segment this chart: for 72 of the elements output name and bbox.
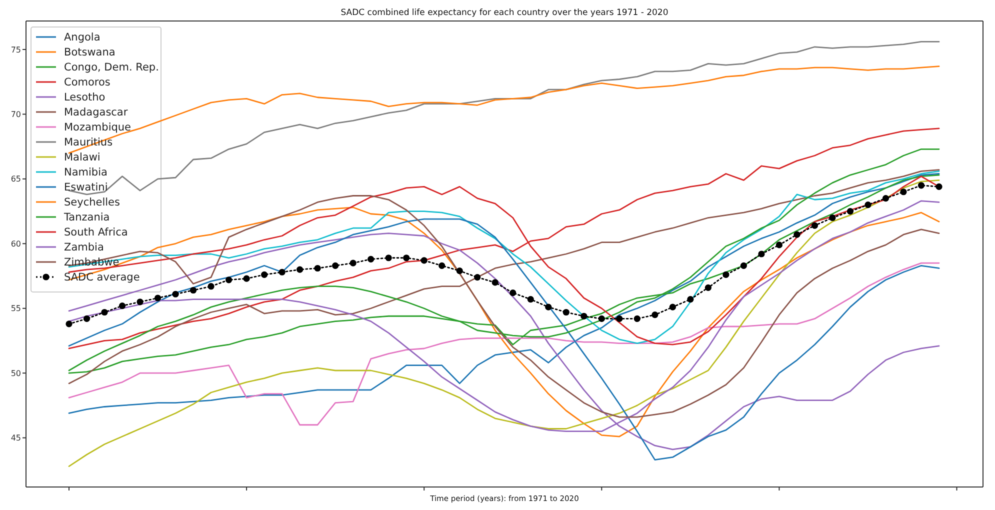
point [652, 312, 658, 318]
legend-label: Comoros [64, 76, 110, 89]
point [243, 275, 250, 282]
point [456, 268, 463, 274]
legend-label: Seychelles [64, 196, 120, 209]
chart-title: SADC combined life expectancy for each country over the years 1971 - 2020 [340, 8, 668, 18]
y-tick-label: 50 [10, 368, 21, 378]
point [740, 262, 747, 269]
point [704, 284, 712, 291]
point [527, 296, 534, 303]
y-tick-label: 60 [10, 239, 21, 248]
legend-label: South Africa [64, 226, 128, 239]
point [722, 271, 730, 278]
point [846, 208, 854, 215]
point [669, 304, 676, 310]
legend-label: Tanzania [63, 212, 110, 224]
legend-label: Namibia [64, 166, 108, 179]
y-tick-label: 75 [10, 45, 21, 54]
legend-label: Congo, Dem. Rep. [64, 62, 159, 74]
point [350, 260, 356, 266]
point [118, 302, 126, 310]
legend-label: Botswana [64, 46, 116, 59]
y-tick-label: 45 [10, 434, 21, 443]
point [172, 290, 179, 298]
y-tick-label: 65 [10, 174, 21, 184]
point [510, 290, 516, 296]
point [368, 256, 374, 262]
point [580, 312, 588, 320]
point [598, 315, 605, 322]
point [492, 279, 498, 286]
point [296, 266, 304, 273]
point [66, 320, 72, 328]
y-tick-label: 70 [10, 110, 21, 119]
point [687, 296, 694, 303]
point [190, 286, 197, 294]
point [136, 298, 144, 306]
point [882, 195, 890, 202]
point [829, 214, 836, 222]
point [261, 271, 268, 278]
point [758, 250, 765, 258]
legend-label: Zambia [64, 242, 104, 254]
legend-label: Angola [64, 32, 100, 44]
point [776, 242, 783, 248]
legend-label: Eswatini [64, 182, 108, 194]
point [208, 283, 214, 290]
point [864, 202, 872, 208]
point [403, 254, 410, 262]
point [616, 315, 623, 322]
point [811, 222, 818, 229]
point [385, 254, 392, 262]
point [794, 231, 800, 238]
point [332, 262, 339, 269]
point [562, 308, 570, 316]
y-tick-label: 55 [10, 304, 21, 314]
point [900, 188, 907, 196]
point [918, 182, 925, 189]
point [474, 274, 481, 281]
point [438, 262, 446, 269]
point [225, 276, 232, 284]
point [314, 264, 321, 272]
point [278, 268, 286, 276]
legend-label: Lesotho [64, 92, 106, 104]
point [634, 315, 640, 322]
point [154, 294, 162, 302]
point [83, 315, 90, 322]
point [420, 257, 428, 264]
legend-label: Mozambique [64, 122, 132, 134]
legend-label: Malawi [64, 152, 100, 164]
point [545, 304, 552, 310]
legend-label: Madagascar [64, 106, 128, 119]
point [101, 308, 108, 316]
point [936, 183, 942, 190]
